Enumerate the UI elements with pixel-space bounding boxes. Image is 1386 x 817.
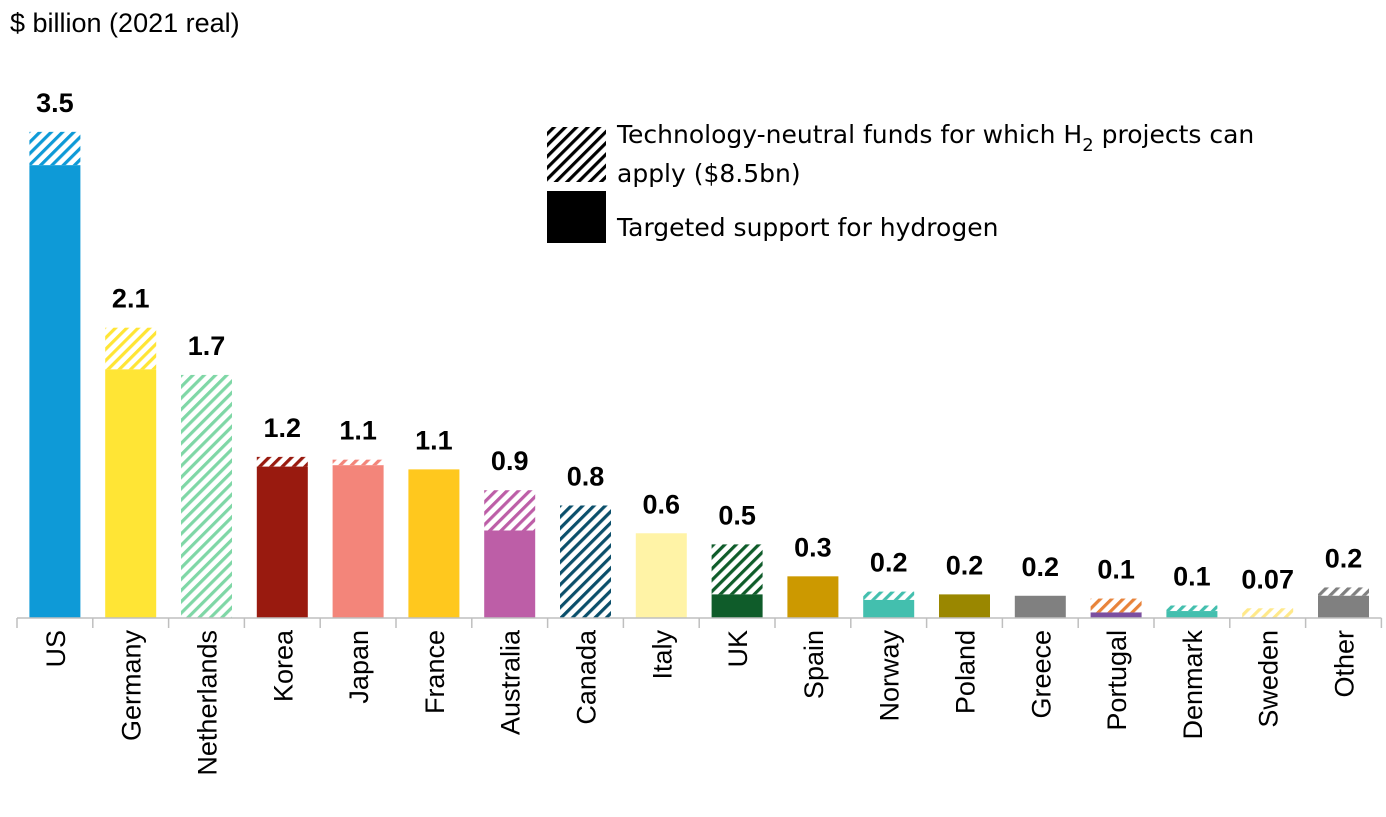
legend: Technology-neutral funds for which H2 pr… — [547, 120, 1254, 243]
data-label: 1.2 — [264, 413, 302, 443]
category-label: Other — [1330, 630, 1360, 698]
category-labels: US Germany Netherlands Korea Japan France Aust… — [41, 629, 1360, 776]
data-label: 0.1 — [1173, 561, 1211, 591]
category-label: Poland — [951, 630, 981, 714]
bar-neutral-norway — [863, 591, 915, 600]
data-label: 3.5 — [36, 88, 74, 118]
data-label: 1.1 — [415, 425, 453, 455]
bar-neutral-denmark — [1166, 605, 1218, 612]
bar-neutral-japan — [332, 459, 384, 466]
data-label: 0.6 — [643, 489, 681, 519]
bar-neutral-canada — [560, 505, 611, 618]
legend-label-neutral-line2: apply ($8.5bn) — [617, 159, 801, 188]
category-label: Germany — [117, 630, 147, 742]
bar-targeted-japan — [332, 465, 384, 618]
category-label: France — [420, 630, 450, 714]
bar-targeted-poland — [939, 594, 990, 618]
data-label: 1.1 — [339, 416, 377, 446]
bar-targeted-portugal — [1090, 612, 1142, 618]
data-label: 0.2 — [870, 548, 908, 578]
bar-neutral-netherlands — [181, 374, 232, 618]
bar-targeted-germany — [105, 369, 157, 618]
category-label: UK — [723, 630, 753, 668]
bar-targeted-uk — [711, 594, 763, 618]
bar-targeted-spain — [787, 576, 839, 618]
bar-targeted-korea — [256, 466, 308, 618]
data-label: 0.2 — [1325, 543, 1363, 573]
data-label: 0.1 — [1097, 555, 1135, 585]
data-label: 2.1 — [112, 284, 150, 314]
bar-neutral-australia — [484, 490, 536, 531]
data-label: 0.9 — [491, 446, 529, 476]
data-label: 0.3 — [794, 532, 832, 562]
legend-label-targeted: Targeted support for hydrogen — [616, 213, 998, 242]
category-label: Canada — [572, 629, 602, 725]
bar-targeted-norway — [863, 599, 915, 618]
bar-targeted-greece — [1014, 595, 1066, 618]
x-axis — [16, 617, 1383, 628]
bar-neutral-portugal — [1090, 598, 1142, 613]
category-label: Australia — [496, 629, 526, 735]
data-label: 0.2 — [1022, 552, 1060, 582]
data-label: 0.8 — [567, 461, 605, 491]
category-label: Sweden — [1254, 630, 1284, 728]
bar-neutral-sweden — [1242, 608, 1294, 618]
bar-neutral-uk — [711, 544, 763, 595]
category-label: Denmark — [1178, 630, 1208, 740]
bar-targeted-other — [1318, 595, 1369, 618]
category-label: Korea — [268, 629, 298, 702]
bar-targeted-us — [29, 165, 81, 618]
bar-targeted-france — [408, 469, 460, 618]
bar-neutral-us — [29, 131, 81, 166]
y-axis-label: $ billion (2021 real) — [10, 8, 240, 38]
data-label: 0.2 — [946, 550, 984, 580]
bar-targeted-denmark — [1166, 611, 1218, 618]
legend-swatch-neutral — [547, 127, 606, 182]
category-label: Netherlands — [193, 630, 223, 776]
bar-neutral-other — [1318, 587, 1369, 596]
category-label: Italy — [647, 630, 677, 680]
bar-targeted-italy — [635, 533, 687, 618]
data-label: 0.07 — [1241, 564, 1294, 594]
legend-label-neutral: Technology-neutral funds for which H2 pr… — [616, 120, 1254, 156]
bar-neutral-germany — [105, 327, 157, 370]
bar-neutral-korea — [256, 456, 308, 467]
category-label: Norway — [875, 630, 905, 722]
category-label: US — [41, 630, 71, 668]
category-label: Portugal — [1102, 630, 1132, 731]
bar-targeted-australia — [484, 530, 536, 618]
category-label: Greece — [1026, 630, 1056, 719]
category-label: Spain — [799, 630, 829, 699]
category-label: Japan — [344, 630, 374, 704]
legend-swatch-targeted — [547, 191, 606, 243]
bars — [29, 131, 1369, 618]
data-label: 1.7 — [188, 331, 226, 361]
data-labels: 3.5 2.1 1.7 1.2 1.1 1.1 0.9 0.8 0.6 0.5 0.3 0.2 0.2 0… — [36, 88, 1362, 594]
data-label: 0.5 — [718, 500, 756, 530]
